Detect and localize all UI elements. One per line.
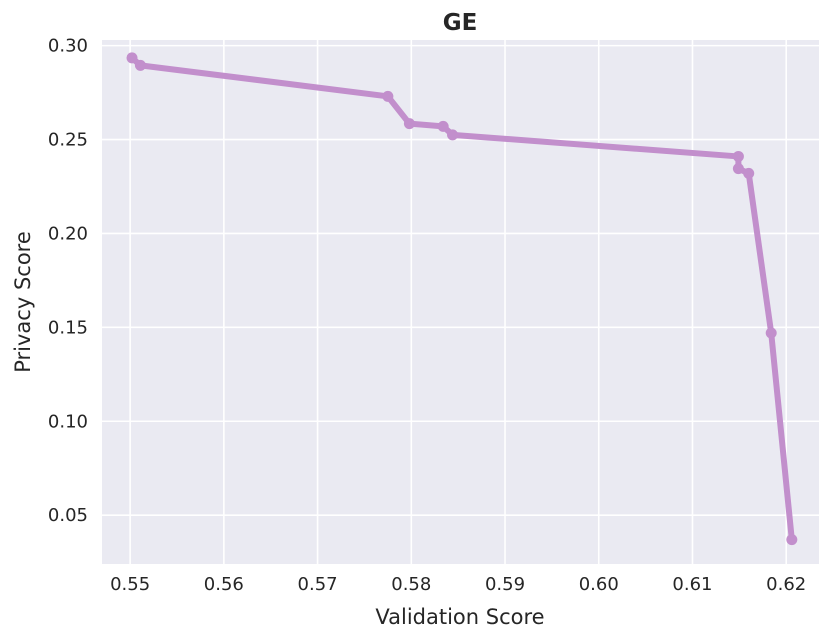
data-point (447, 129, 459, 141)
y-tick-label: 0.25 (48, 130, 88, 151)
x-tick-label: 0.59 (485, 574, 525, 595)
series-group (126, 52, 798, 546)
data-point (732, 163, 744, 175)
x-tick-label: 0.60 (579, 574, 619, 595)
data-point (743, 167, 755, 179)
chart-title: GE (443, 10, 478, 36)
data-point (786, 534, 798, 546)
x-tick-label: 0.61 (672, 574, 712, 595)
x-tick-label: 0.55 (110, 574, 150, 595)
x-tick-label: 0.58 (391, 574, 431, 595)
x-axis-label: Validation Score (375, 605, 544, 629)
x-tick-labels: 0.55 0.56 0.57 0.58 0.59 0.60 0.61 0.62 (110, 574, 806, 595)
y-tick-label: 0.05 (48, 505, 88, 526)
x-tick-label: 0.56 (204, 574, 244, 595)
data-point (437, 120, 449, 132)
data-point (134, 59, 146, 71)
data-point (765, 327, 777, 339)
data-point (126, 52, 138, 64)
x-tick-label: 0.62 (766, 574, 806, 595)
y-tick-label: 0.20 (48, 223, 88, 244)
y-axis-label: Privacy Score (11, 231, 35, 373)
data-point (403, 118, 415, 130)
y-tick-label: 0.10 (48, 411, 88, 432)
y-tick-labels: 0.05 0.10 0.15 0.20 0.25 0.30 (48, 36, 88, 527)
y-tick-label: 0.15 (48, 317, 88, 338)
grid-lines (102, 40, 819, 564)
data-point (732, 150, 744, 162)
x-tick-label: 0.57 (298, 574, 338, 595)
data-point (382, 90, 394, 102)
plot-area (102, 40, 819, 564)
y-tick-label: 0.30 (48, 36, 88, 57)
